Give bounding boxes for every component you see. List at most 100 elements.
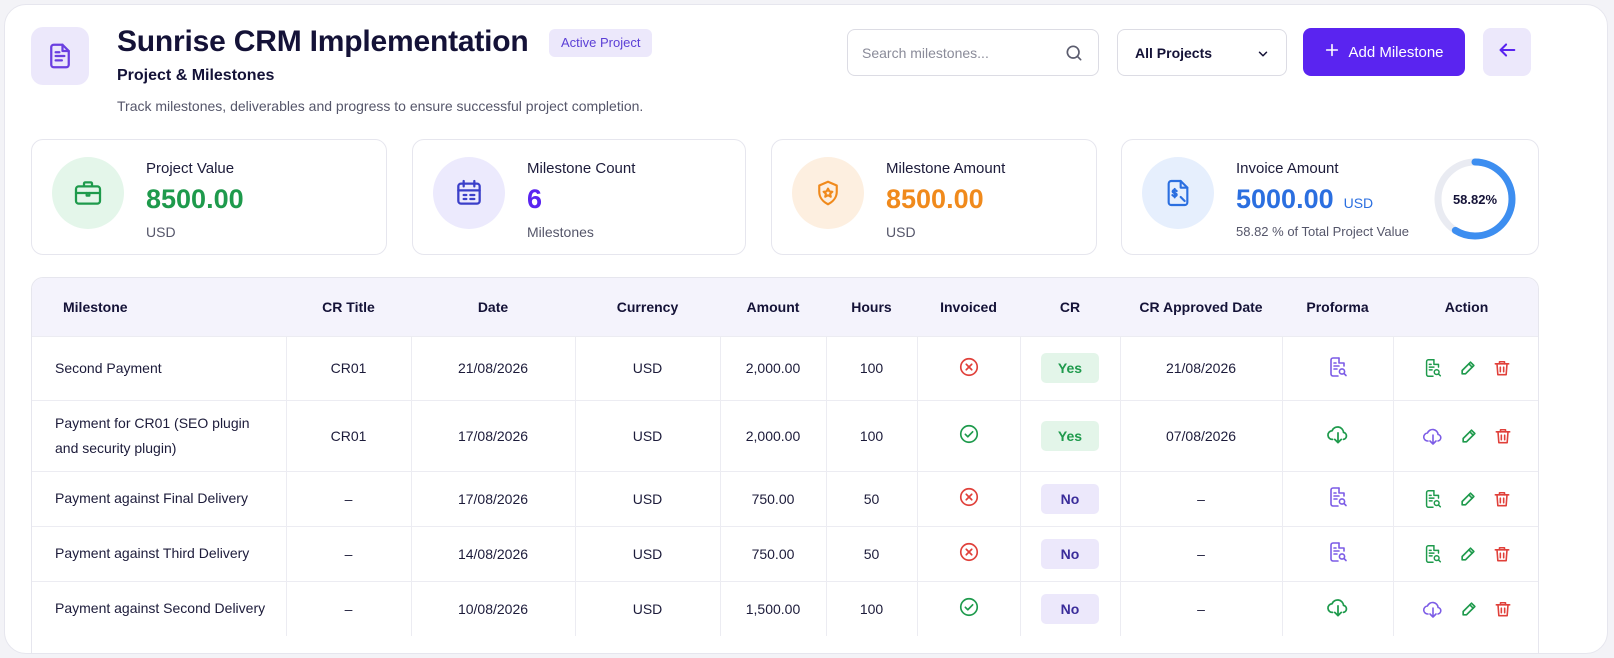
invoice-amount-label: Invoice Amount — [1236, 160, 1339, 177]
invoiced-cell — [917, 470, 1021, 526]
download-icon[interactable] — [1421, 597, 1445, 621]
column-header-invoiced[interactable]: Invoiced — [940, 298, 997, 315]
cr-approved-date-cell: – — [1120, 580, 1283, 636]
date-cell: 14/08/2026 — [411, 525, 576, 581]
proforma-download-icon[interactable] — [1325, 421, 1351, 447]
column-header-currency[interactable]: Currency — [616, 298, 679, 315]
date-cell: 17/08/2026 — [411, 399, 576, 471]
hours-cell: 100 — [826, 399, 918, 471]
delete-icon[interactable] — [1492, 544, 1512, 564]
cr-status-badge: Yes — [1041, 353, 1099, 383]
edit-icon[interactable] — [1458, 358, 1478, 378]
delete-icon[interactable] — [1492, 489, 1512, 509]
check-circle-icon — [958, 596, 980, 618]
invoice-progress-ring — [1434, 158, 1516, 240]
project-document-icon — [31, 27, 89, 85]
cr-approved-date-cell: 21/08/2026 — [1120, 335, 1283, 400]
view-document-icon[interactable] — [1422, 488, 1444, 510]
edit-icon[interactable] — [1459, 426, 1479, 446]
proforma-cell — [1282, 470, 1394, 526]
amount-cell: 750.00 — [720, 470, 827, 526]
milestone-count-card: Milestone Count 6 Milestones — [412, 139, 746, 255]
column-header-date[interactable]: Date — [477, 298, 509, 315]
project-value-amount: 8500.00 — [146, 184, 244, 214]
currency-cell: USD — [575, 580, 721, 636]
view-document-icon[interactable] — [1422, 543, 1444, 565]
proforma-download-icon[interactable] — [1325, 594, 1351, 620]
cr-title-cell: – — [286, 580, 412, 636]
amount-cell: 750.00 — [720, 525, 827, 581]
view-document-icon[interactable] — [1422, 357, 1444, 379]
table-row: Payment for CR01 (SEO plugin and securit… — [32, 399, 1538, 471]
column-header-hours[interactable]: Hours — [851, 298, 892, 315]
invoice-amount-share: 58.82 % of Total Project Value — [1236, 224, 1409, 239]
column-header-cr-approved-date[interactable]: CR Approved Date — [1139, 298, 1263, 315]
check-circle-icon — [958, 423, 980, 445]
page-frame: Sunrise CRM Implementation Active Projec… — [4, 4, 1608, 654]
table-row: Payment against Second Delivery –10/08/20… — [32, 580, 1538, 636]
proforma-view-icon[interactable] — [1326, 540, 1350, 564]
invoice-progress-fill — [1434, 158, 1516, 240]
edit-icon[interactable] — [1458, 544, 1478, 564]
delete-icon[interactable] — [1493, 426, 1513, 446]
milestone-amount-currency: USD — [886, 224, 916, 240]
table-row: Second Payment CR01 21/08/2026 USD 2,000.00 1… — [32, 335, 1538, 400]
x-circle-icon — [958, 356, 980, 378]
edit-icon[interactable] — [1458, 489, 1478, 509]
invoiced-cell — [917, 335, 1021, 400]
cr-approved-date-cell: – — [1120, 525, 1283, 581]
action-cell — [1393, 525, 1538, 581]
project-value-label: Project Value — [146, 160, 235, 177]
currency-cell: USD — [575, 399, 721, 471]
download-icon[interactable] — [1421, 424, 1445, 448]
action-cell — [1393, 470, 1538, 526]
back-button[interactable] — [1483, 28, 1531, 76]
column-header-cr-title[interactable]: CR Title — [322, 298, 375, 315]
search-input[interactable] — [862, 30, 1052, 75]
proforma-view-icon[interactable] — [1326, 485, 1350, 509]
cr-cell: No — [1020, 580, 1121, 636]
calendar-icon — [433, 157, 505, 229]
delete-icon[interactable] — [1493, 599, 1513, 619]
hours-cell: 50 — [826, 525, 918, 581]
cr-approved-date-cell: – — [1120, 470, 1283, 526]
edit-icon[interactable] — [1459, 599, 1479, 619]
column-header-proforma[interactable]: Proforma — [1306, 298, 1369, 315]
hours-cell: 100 — [826, 580, 918, 636]
hours-cell: 50 — [826, 470, 918, 526]
add-milestone-label: Add Milestone — [1348, 43, 1444, 61]
x-circle-icon — [958, 486, 980, 508]
milestone-cell: Payment for CR01 (SEO plugin and securit… — [32, 399, 287, 471]
project-filter-select[interactable]: All Projects — [1117, 29, 1287, 76]
invoiced-cell — [917, 525, 1021, 581]
proforma-view-icon[interactable] — [1326, 355, 1350, 379]
cr-title-cell: CR01 — [286, 399, 412, 471]
milestone-count-label: Milestone Count — [527, 160, 636, 177]
proforma-cell — [1282, 399, 1394, 471]
plus-icon — [1324, 42, 1340, 62]
invoice-progress-percent: 58.82% — [1452, 191, 1498, 207]
page-title: Sunrise CRM Implementation — [117, 25, 529, 58]
invoice-amount-value: 5000.00 — [1236, 184, 1334, 214]
action-cell — [1393, 399, 1538, 471]
search-box[interactable] — [847, 29, 1099, 76]
delete-icon[interactable] — [1492, 358, 1512, 378]
cr-title-cell: CR01 — [286, 335, 412, 400]
currency-cell: USD — [575, 335, 721, 400]
column-header-cr[interactable]: CR — [1059, 298, 1081, 315]
page-description: Track milestones, deliverables and progr… — [117, 98, 644, 114]
milestone-amount-label: Milestone Amount — [886, 160, 1006, 177]
amount-cell: 2,000.00 — [720, 399, 827, 471]
amount-cell: 2,000.00 — [720, 335, 827, 400]
column-header-action: Action — [1444, 298, 1489, 315]
hours-cell: 100 — [826, 335, 918, 400]
invoice-amount-currency: USD — [1343, 195, 1374, 211]
search-icon[interactable] — [1064, 43, 1084, 68]
add-milestone-button[interactable]: Add Milestone — [1303, 28, 1465, 76]
column-header-milestone[interactable]: Milestone — [63, 298, 128, 315]
table-row: Payment against Third Delivery –14/08/202… — [32, 525, 1538, 581]
status-badge: Active Project — [549, 29, 653, 57]
milestone-amount-value: 8500.00 — [886, 184, 984, 214]
cr-title-cell: – — [286, 525, 412, 581]
column-header-amount[interactable]: Amount — [746, 298, 800, 315]
